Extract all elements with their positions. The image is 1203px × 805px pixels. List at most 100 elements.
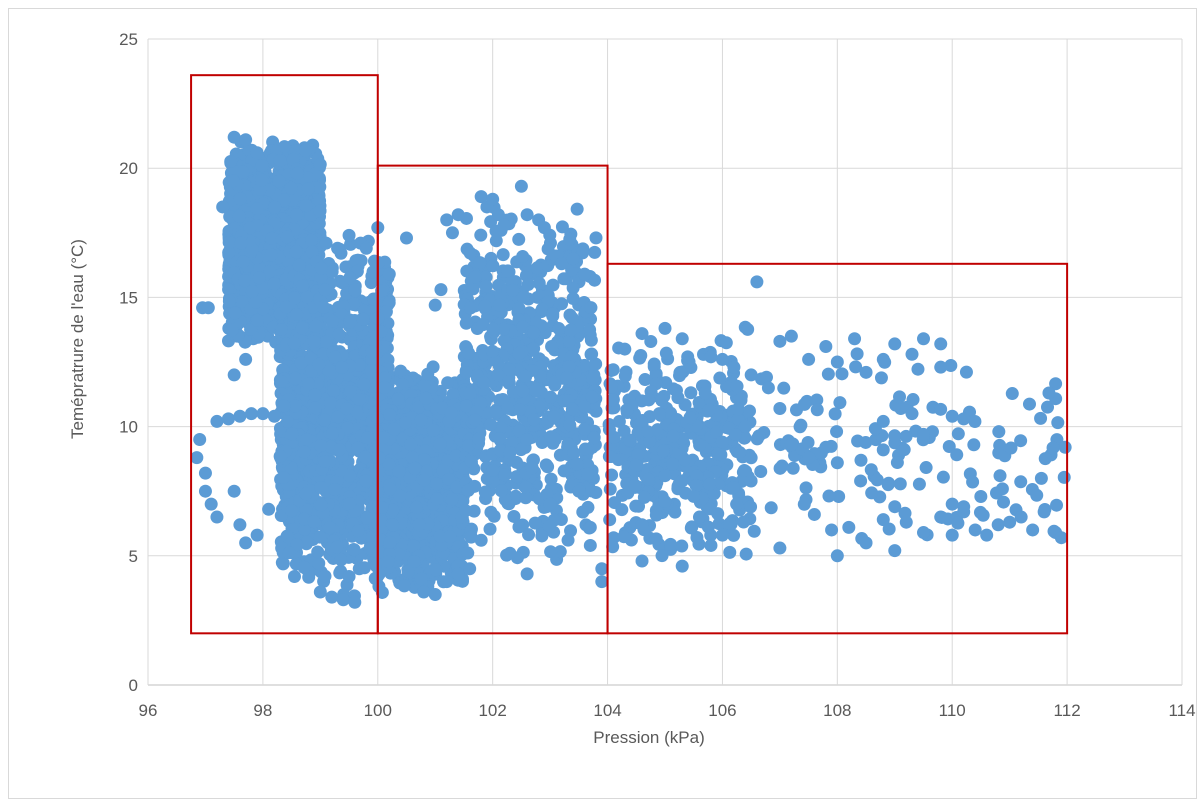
data-point — [535, 302, 549, 316]
data-point — [542, 519, 556, 533]
data-point — [546, 278, 560, 292]
data-point — [319, 335, 333, 349]
data-point — [525, 461, 539, 475]
data-point — [316, 300, 330, 314]
data-point — [279, 300, 293, 314]
data-point — [407, 539, 421, 553]
data-point — [377, 381, 391, 395]
data-point — [468, 413, 482, 427]
data-point — [527, 341, 541, 355]
data-point — [386, 503, 400, 517]
data-point — [359, 474, 373, 488]
data-point — [305, 233, 319, 247]
data-point — [444, 406, 458, 420]
data-point — [484, 505, 498, 519]
data-point — [491, 368, 505, 382]
data-point — [222, 294, 236, 308]
data-point — [512, 232, 526, 246]
data-point — [343, 271, 357, 285]
data-point — [296, 279, 310, 293]
data-point — [265, 231, 279, 245]
data-point — [264, 248, 278, 262]
data-point — [236, 165, 250, 179]
data-point — [513, 402, 527, 416]
data-point — [300, 432, 314, 446]
data-point — [472, 432, 486, 446]
data-point — [545, 340, 559, 354]
data-point — [383, 482, 397, 496]
data-point — [528, 516, 542, 530]
data-point — [446, 387, 460, 401]
data-point — [484, 418, 498, 432]
data-point — [307, 515, 321, 529]
data-point — [333, 443, 347, 457]
data-point — [318, 413, 332, 427]
data-point — [292, 258, 306, 272]
data-point — [382, 457, 396, 471]
data-point — [553, 545, 567, 559]
data-point — [527, 413, 541, 427]
data-point — [252, 271, 266, 285]
data-point — [392, 464, 406, 478]
data-point — [232, 209, 246, 223]
data-point — [566, 291, 580, 305]
data-point — [586, 372, 600, 386]
data-point — [387, 422, 401, 436]
data-point — [393, 489, 407, 503]
data-point — [501, 401, 515, 415]
data-point — [299, 144, 313, 158]
data-point — [581, 458, 595, 472]
data-point — [589, 231, 603, 245]
data-point — [581, 467, 595, 481]
data-point — [314, 261, 328, 275]
data-point — [583, 323, 597, 337]
data-point — [414, 413, 428, 427]
data-point — [486, 322, 500, 336]
data-point — [356, 312, 370, 326]
data-point — [281, 415, 295, 429]
data-point — [476, 318, 490, 332]
data-point — [638, 373, 652, 387]
data-point — [494, 484, 508, 498]
data-point — [313, 194, 327, 208]
data-point — [284, 181, 298, 195]
data-point — [587, 431, 601, 445]
data-point — [498, 468, 512, 482]
data-point — [433, 529, 447, 543]
data-point — [233, 192, 247, 206]
data-point — [463, 386, 477, 400]
data-point — [459, 316, 473, 330]
data-point — [234, 236, 248, 250]
data-point — [529, 384, 543, 398]
data-point — [294, 356, 308, 370]
data-point — [302, 570, 316, 584]
data-point — [433, 437, 447, 451]
data-point — [486, 344, 500, 358]
data-point — [512, 424, 526, 438]
data-point — [521, 278, 535, 292]
data-point — [555, 220, 569, 234]
data-point — [275, 323, 289, 337]
data-point — [407, 555, 421, 569]
data-point — [314, 480, 328, 494]
data-point — [263, 265, 277, 279]
data-point — [530, 261, 544, 275]
data-point — [332, 327, 346, 341]
data-point — [429, 563, 443, 577]
data-point — [684, 386, 698, 400]
data-point — [302, 377, 316, 391]
data-point — [402, 565, 416, 579]
data-point — [383, 408, 397, 422]
data-point — [222, 235, 236, 249]
data-point — [562, 360, 576, 374]
data-point — [443, 530, 457, 544]
data-point — [308, 401, 322, 415]
data-point — [544, 472, 558, 486]
data-point — [334, 553, 348, 567]
data-point — [340, 421, 354, 435]
data-point — [512, 520, 526, 534]
data-point — [250, 202, 264, 216]
data-point — [563, 418, 577, 432]
data-point — [366, 265, 380, 279]
data-point — [473, 256, 487, 270]
